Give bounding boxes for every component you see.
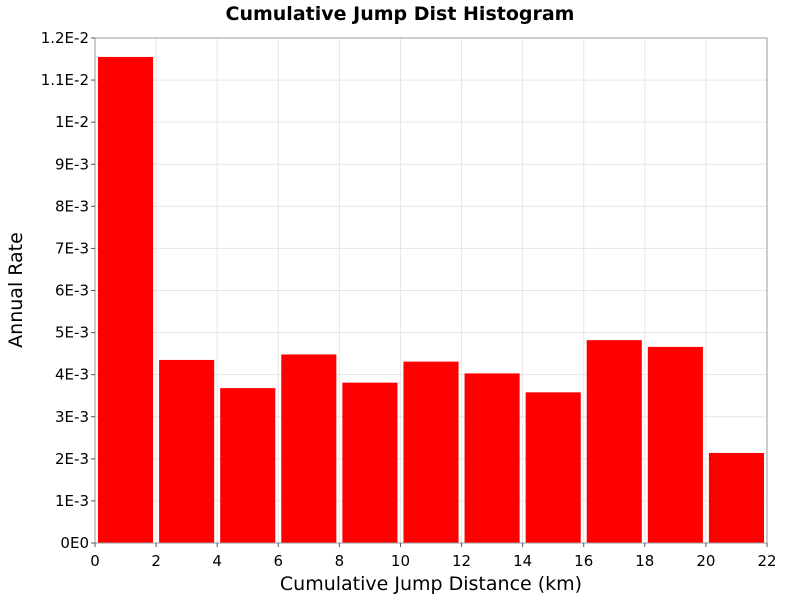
bar-2 xyxy=(220,388,276,543)
x-tick-label: 2 xyxy=(151,552,161,570)
x-tick-label: 14 xyxy=(513,552,532,570)
bars xyxy=(98,56,764,543)
bar-6 xyxy=(464,373,520,543)
x-tick-labels: 0 2 4 6 8 10 12 14 16 18 20 22 xyxy=(90,552,776,570)
y-tick-label: 9E-3 xyxy=(55,155,89,173)
bar-10 xyxy=(708,452,764,543)
x-axis-label: Cumulative Jump Distance (km) xyxy=(280,573,582,595)
x-tick-label: 4 xyxy=(212,552,222,570)
y-tick-label: 0E0 xyxy=(60,534,89,552)
x-tick-label: 12 xyxy=(452,552,471,570)
y-tick-label: 5E-3 xyxy=(55,324,89,342)
bar-8 xyxy=(586,340,642,543)
bar-5 xyxy=(403,361,459,543)
x-tick-label: 0 xyxy=(90,552,100,570)
y-axis-label: Annual Rate xyxy=(5,232,27,348)
y-tick-label: 6E-3 xyxy=(55,282,89,300)
bar-0 xyxy=(98,56,154,543)
x-tick-label: 16 xyxy=(574,552,593,570)
y-tick-label: 1E-2 xyxy=(55,113,89,131)
bar-4 xyxy=(342,382,398,543)
x-tick-label: 18 xyxy=(635,552,654,570)
y-tick-labels: 0E0 1E-3 2E-3 3E-3 4E-3 5E-3 6E-3 7E-3 8E-3 9E-3 1… xyxy=(41,29,89,552)
x-tick-label: 20 xyxy=(696,552,715,570)
y-tick-label: 2E-3 xyxy=(55,450,89,468)
bar-7 xyxy=(525,392,581,543)
x-tick-label: 8 xyxy=(335,552,345,570)
y-tick-label: 4E-3 xyxy=(55,366,89,384)
bar-1 xyxy=(159,359,215,543)
y-tick-label: 1E-3 xyxy=(55,492,89,510)
bar-9 xyxy=(647,346,703,543)
x-tick-label: 6 xyxy=(273,552,283,570)
y-tick-label: 1.2E-2 xyxy=(41,29,89,47)
bar-3 xyxy=(281,354,337,543)
x-tick-label: 22 xyxy=(757,552,776,570)
ticks xyxy=(91,37,768,547)
y-tick-label: 1.1E-2 xyxy=(41,71,89,89)
y-tick-label: 7E-3 xyxy=(55,239,89,257)
x-tick-label: 10 xyxy=(391,552,410,570)
y-tick-label: 3E-3 xyxy=(55,408,89,426)
y-tick-label: 8E-3 xyxy=(55,197,89,215)
chart-title: Cumulative Jump Dist Histogram xyxy=(226,3,575,25)
